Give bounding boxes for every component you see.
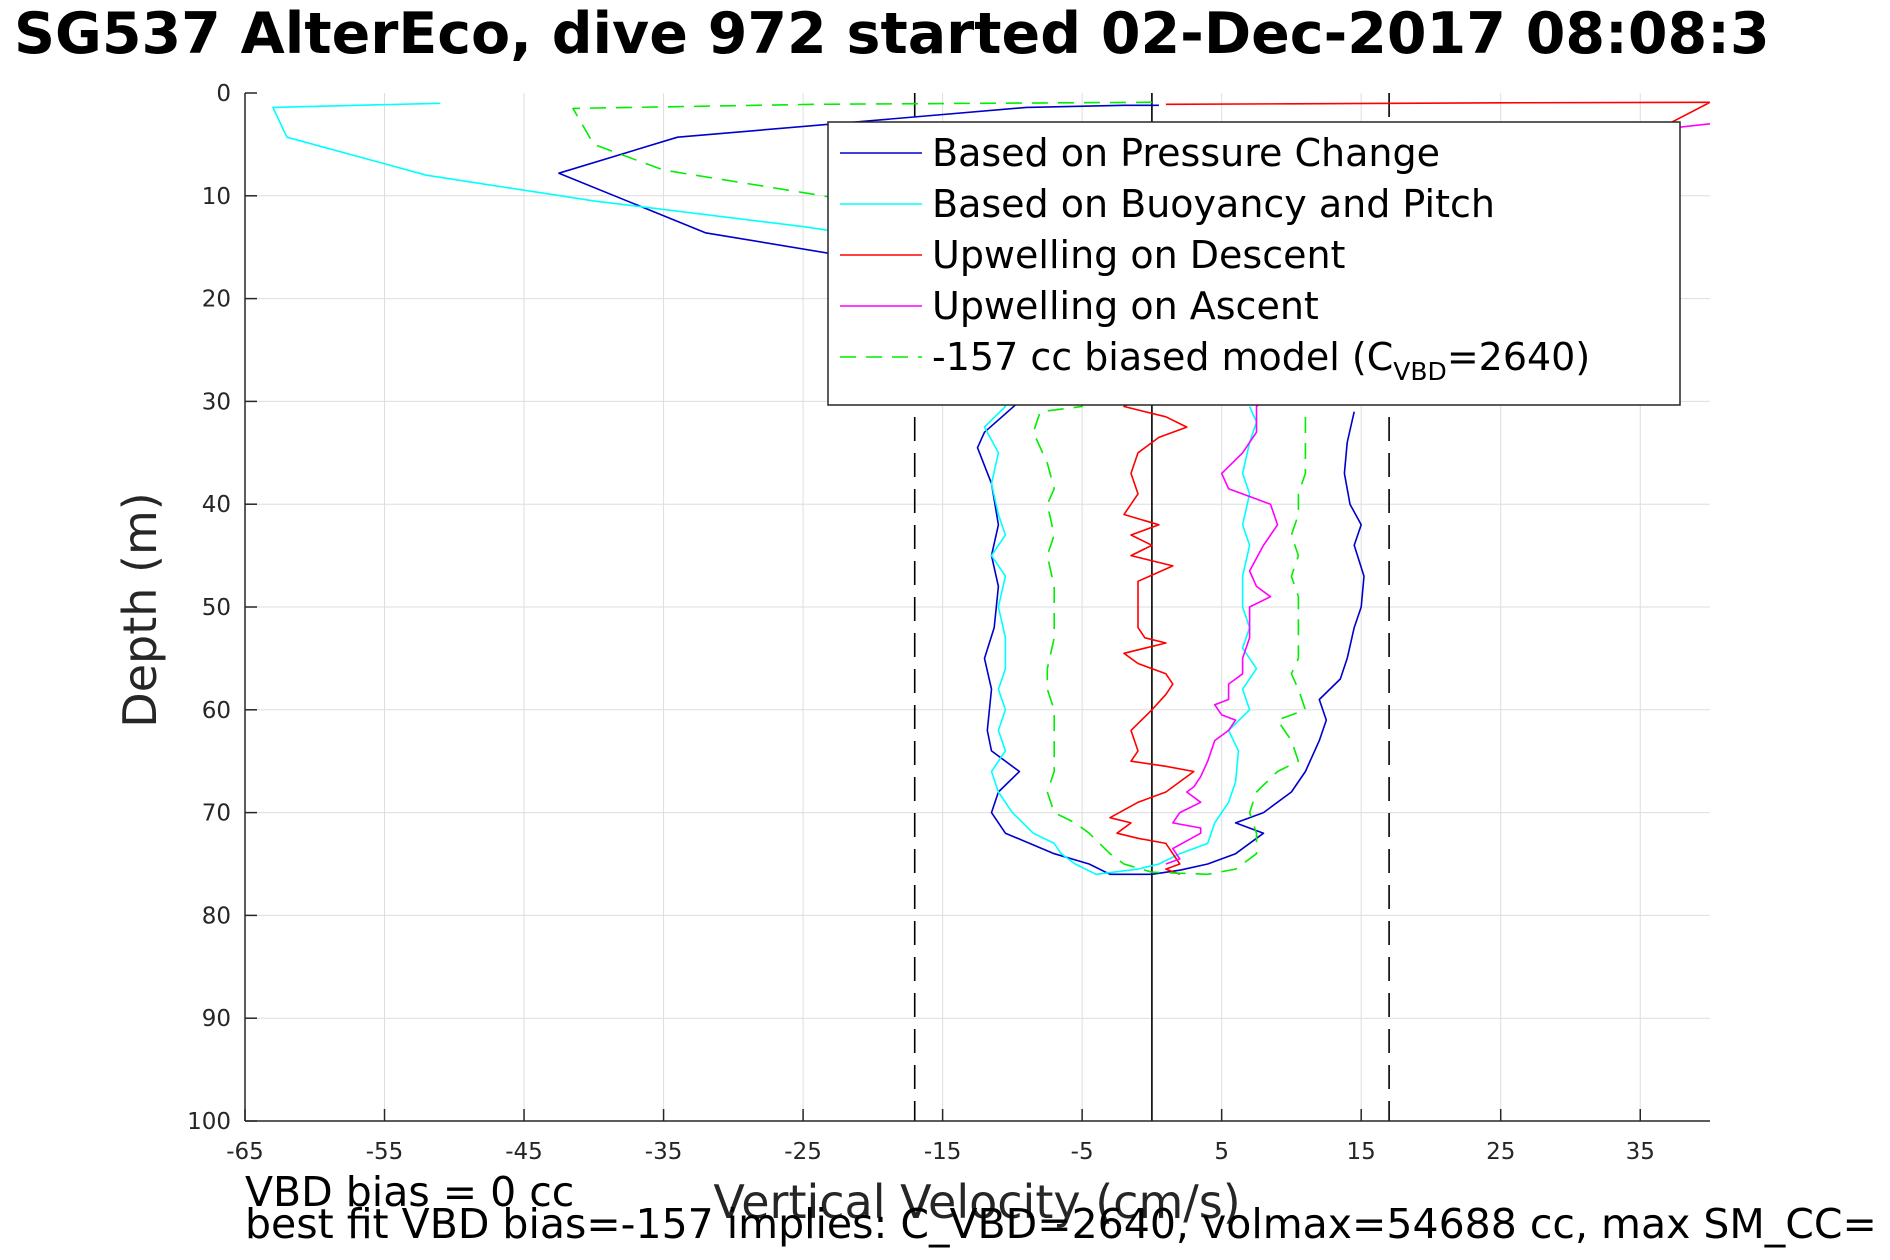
legend-label-ascent: Upwelling on Ascent: [932, 284, 1319, 328]
y-tick-label: 90: [202, 1006, 231, 1032]
x-tick-label: 5: [1214, 1139, 1229, 1165]
legend-label-pressure: Based on Pressure Change: [932, 131, 1440, 175]
x-tick-label: -5: [1071, 1139, 1094, 1165]
x-tick-label: -35: [645, 1139, 683, 1165]
upwelling-descent-line: [1109, 101, 1710, 876]
x-tick-label: 25: [1486, 1139, 1515, 1165]
y-tick-label: 50: [202, 595, 231, 621]
y-tick-label: 20: [202, 287, 231, 313]
axes: [244, 92, 1710, 1122]
buoyancy-pitch-line: [272, 102, 1258, 876]
biased-model-line: [572, 101, 1307, 876]
x-axis-label: Vertical Velocity (cm/s): [713, 1175, 1240, 1229]
legend-label-model: -157 cc biased model (CVBD=2640): [932, 335, 1590, 386]
legend: Based on Pressure Change Based on Buoyan…: [827, 121, 1681, 406]
upwelling-ascent-line: [1165, 123, 1710, 865]
y-tick-label: 10: [202, 184, 231, 210]
legend-model-suffix: =2640): [1447, 335, 1590, 379]
y-tick-label: 100: [187, 1109, 231, 1135]
x-tick-labels: -65 -55 -45 -35 -25 -15 -5 5 15 25 35: [226, 1139, 1655, 1165]
y-tick-labels: 0 10 20 30 40 50 60 70 80 90 100: [187, 81, 231, 1135]
y-tick-label: 0: [216, 81, 231, 107]
legend-label-buoyancy: Based on Buoyancy and Pitch: [932, 182, 1495, 226]
x-tick-label: 35: [1626, 1139, 1655, 1165]
x-tick-label: -65: [226, 1139, 264, 1165]
y-tick-label: 60: [202, 698, 231, 724]
y-tick-label: 80: [202, 903, 231, 929]
x-tick-label: 15: [1347, 1139, 1376, 1165]
x-tick-label: -45: [505, 1139, 543, 1165]
x-tick-label: -55: [366, 1139, 404, 1165]
x-tick-label: -25: [784, 1139, 822, 1165]
series-group: [272, 101, 1710, 876]
vbd-bias-text: VBD bias = 0 cc: [245, 1168, 575, 1216]
pressure-change-line: [558, 104, 1365, 876]
legend-box: [827, 121, 1681, 406]
y-axis-label: Depth (m): [113, 492, 167, 727]
legend-swatches: [840, 152, 922, 358]
page-title: SG537 AlterEco, dive 972 started 02-Dec-…: [14, 1, 1770, 67]
y-tick-label: 70: [202, 801, 231, 827]
legend-label-descent: Upwelling on Descent: [932, 233, 1345, 277]
legend-model-main: -157 cc biased model (C: [932, 335, 1393, 379]
best-fit-text: best fit VBD bias=-157 implies: C_VBD=26…: [245, 1200, 1877, 1248]
legend-model-subscript: VBD: [1393, 357, 1447, 386]
y-tick-label: 30: [202, 389, 231, 415]
y-tick-label: 40: [202, 492, 231, 518]
x-tick-label: -15: [924, 1139, 962, 1165]
